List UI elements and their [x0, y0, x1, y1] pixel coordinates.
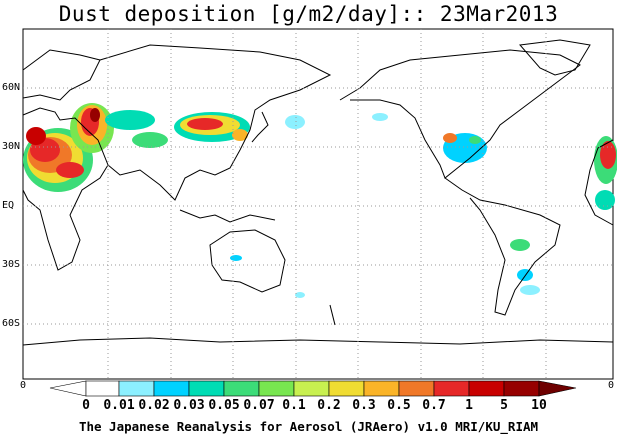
colorbar-label: 0.7	[422, 398, 446, 413]
colorbar	[49, 380, 577, 397]
colorbar-label: 0.05	[208, 398, 240, 413]
colorbar-label: 0.07	[243, 398, 275, 413]
colorbar-label: 0.03	[173, 398, 205, 413]
colorbar-over-arrow	[538, 380, 577, 397]
credit-line: The Japanese Reanalysis for Aerosol (JRA…	[78, 419, 539, 434]
colorbar-right-end-label: 0	[608, 380, 615, 391]
lat-label-60s: 60S	[2, 318, 21, 329]
map-title: Dust deposition [g/m2/day]:: 23Mar2013	[58, 2, 559, 26]
colorbar-label: 5	[500, 398, 508, 413]
dust-patches	[23, 103, 617, 298]
colorbar-under-arrow	[49, 380, 87, 397]
lat-label-60n: 60N	[2, 82, 21, 93]
colorbar-label: 0.01	[103, 398, 135, 413]
colorbar-label: 0.5	[387, 398, 411, 413]
colorbar-label: 0	[82, 398, 90, 413]
map-frame	[22, 28, 614, 380]
colorbar-label: 0.2	[317, 398, 341, 413]
colorbar-label: 0.02	[138, 398, 170, 413]
colorbar-label: 0.3	[352, 398, 376, 413]
colorbar-label: 1	[465, 398, 473, 413]
coastlines	[22, 39, 614, 346]
lat-label-eq: EQ	[2, 200, 15, 211]
colorbar-label: 0.1	[282, 398, 306, 413]
lat-label-30s: 30S	[2, 259, 21, 270]
colorbar-label: 10	[531, 398, 547, 413]
colorbar-left-end-label: 0	[20, 380, 27, 391]
lat-label-30n: 30N	[2, 141, 21, 152]
